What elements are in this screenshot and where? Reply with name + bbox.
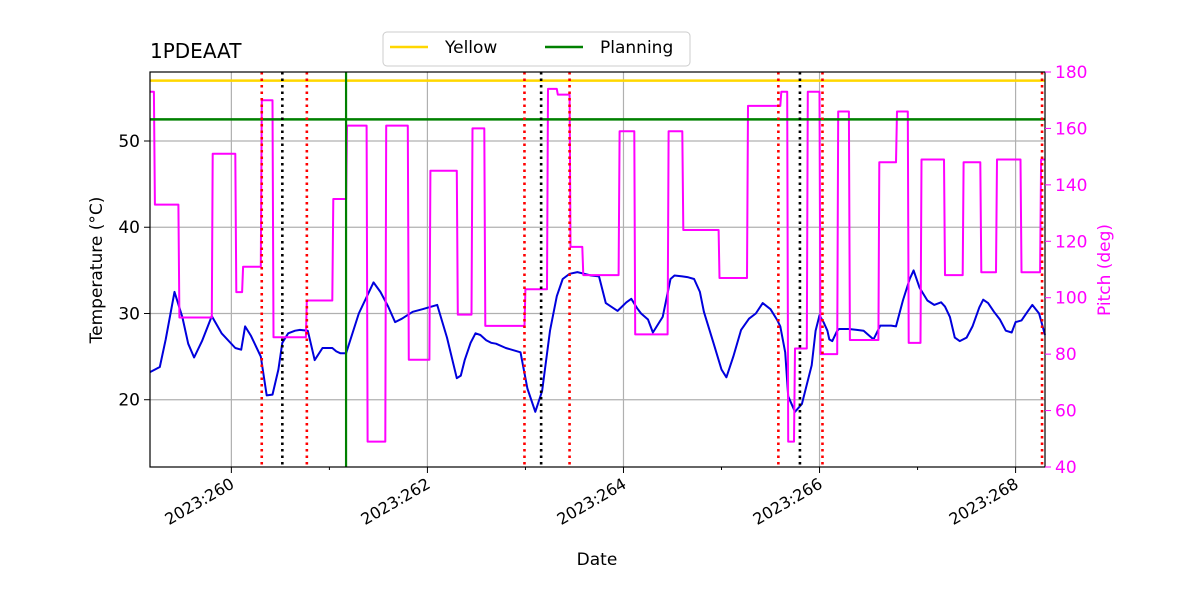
x-tick-label: 2023:260	[161, 474, 237, 529]
x-axis-label: Date	[577, 550, 618, 570]
series-line-temperature	[149, 269, 1046, 413]
legend-label-yellow: Yellow	[444, 38, 497, 58]
series-line-pitch	[150, 87, 1045, 443]
y2-tick-label: 40	[1055, 458, 1077, 478]
legend-label-planning: Planning	[600, 38, 673, 58]
y2-tick-label: 80	[1055, 345, 1077, 365]
plot-area-frame	[149, 71, 1046, 468]
x-tick-label: 2023:262	[358, 474, 434, 529]
y-axis-label: Temperature (°C)	[87, 197, 107, 345]
y2-tick-label: 120	[1055, 232, 1087, 252]
y-tick-label: 20	[118, 391, 140, 411]
y2-tick-label: 100	[1055, 289, 1087, 309]
y2-tick-label: 140	[1055, 176, 1087, 196]
y-tick-label: 30	[118, 304, 140, 324]
y2-tick-label: 160	[1055, 119, 1087, 139]
x-tick-label: 2023:266	[750, 474, 826, 529]
y-tick-label: 50	[118, 132, 140, 152]
legend-box	[382, 31, 691, 67]
y2-axis-label: Pitch (deg)	[1095, 224, 1115, 316]
x-tick-label: 2023:264	[554, 474, 630, 529]
y-tick-label: 40	[118, 218, 140, 238]
x-tick-label: 2023:268	[946, 474, 1022, 529]
y2-tick-label: 180	[1055, 63, 1087, 83]
legend: Yellow Planning	[382, 31, 691, 67]
chart-title: 1PDEAAT	[150, 39, 242, 63]
y2-tick-label: 60	[1055, 402, 1077, 422]
